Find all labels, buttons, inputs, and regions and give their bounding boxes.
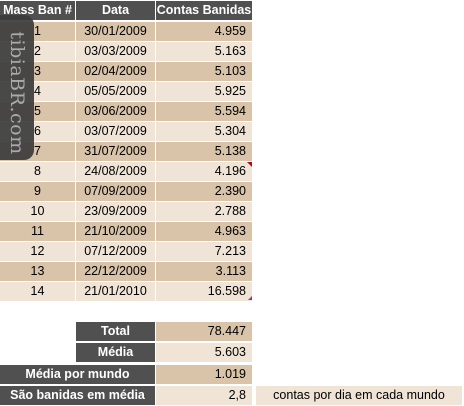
tibiabr-watermark: tibiaBR.com <box>0 15 34 160</box>
table-row: 1 30/01/2009 4.959 <box>0 22 252 41</box>
cell-date[interactable]: 02/04/2009 <box>76 62 155 81</box>
table-row: 9 07/09/2009 2.390 <box>0 182 252 201</box>
cell-contas-banidas[interactable]: 7.213 <box>156 242 252 261</box>
cell-contas-banidas[interactable]: 4.196 <box>156 162 252 181</box>
comment-indicator-icon[interactable] <box>247 162 252 167</box>
cell-mass-ban-number[interactable]: 12 <box>0 242 75 261</box>
cell-date[interactable]: 07/12/2009 <box>76 242 155 261</box>
cell-date[interactable]: 07/09/2009 <box>76 182 155 201</box>
cell-date[interactable]: 23/09/2009 <box>76 202 155 221</box>
header-contas-banidas[interactable]: Contas Banidas <box>156 1 252 20</box>
table-row: 2 03/03/2009 5.163 <box>0 42 252 61</box>
banidas-label[interactable]: São banidas em média <box>0 386 155 405</box>
cell-date[interactable]: 31/07/2009 <box>76 142 155 161</box>
cell-mass-ban-number[interactable]: 9 <box>0 182 75 201</box>
banidas-note[interactable]: contas por dia em cada mundo <box>256 386 462 405</box>
cell-contas-banidas[interactable]: 4.959 <box>156 22 252 41</box>
cell-contas-banidas[interactable]: 2.390 <box>156 182 252 201</box>
cell-contas-banidas[interactable]: 4.963 <box>156 222 252 241</box>
cell-mass-ban-number[interactable]: 13 <box>0 262 75 281</box>
cell-contas-banidas[interactable]: 5.594 <box>156 102 252 121</box>
table-row: 7 31/07/2009 5.138 <box>0 142 252 161</box>
table-row: 6 03/07/2009 5.304 <box>0 122 252 141</box>
cell-contas-banidas[interactable]: 5.925 <box>156 82 252 101</box>
table-row: 10 23/09/2009 2.788 <box>0 202 252 221</box>
cell-mass-ban-number[interactable]: 8 <box>0 162 75 181</box>
banidas-value[interactable]: 2,8 <box>156 386 252 405</box>
cell-date[interactable]: 30/01/2009 <box>76 22 155 41</box>
cell-date[interactable]: 21/01/2010 <box>76 282 155 301</box>
total-value[interactable]: 78.447 <box>156 322 252 341</box>
cell-contas-banidas[interactable]: 5.163 <box>156 42 252 61</box>
cell-contas-banidas[interactable]: 2.788 <box>156 202 252 221</box>
table-row: 13 22/12/2009 3.113 <box>0 262 252 281</box>
cell-mass-ban-number[interactable]: 10 <box>0 202 75 221</box>
table-row: 5 03/06/2009 5.594 <box>0 102 252 121</box>
media-por-mundo-value[interactable]: 1.019 <box>156 365 252 384</box>
table-row: 3 02/04/2009 5.103 <box>0 62 252 81</box>
media-por-mundo-label[interactable]: Média por mundo <box>0 365 155 384</box>
cell-contas-banidas[interactable]: 5.304 <box>156 122 252 141</box>
cell-mass-ban-number[interactable]: 11 <box>0 222 75 241</box>
cell-contas-banidas[interactable]: 3.113 <box>156 262 252 281</box>
table-row: 4 05/05/2009 5.925 <box>0 82 252 101</box>
total-label[interactable]: Total <box>76 322 155 341</box>
table-row: 11 21/10/2009 4.963 <box>0 222 252 241</box>
cell-contas-banidas[interactable]: 5.138 <box>156 142 252 161</box>
cell-mass-ban-number[interactable]: 14 <box>0 282 75 301</box>
cell-date[interactable]: 24/08/2009 <box>76 162 155 181</box>
cell-date[interactable]: 21/10/2009 <box>76 222 155 241</box>
cell-contas-banidas[interactable]: 5.103 <box>156 62 252 81</box>
cell-contas-banidas[interactable]: 16.598 <box>156 282 252 301</box>
cell-date[interactable]: 05/05/2009 <box>76 82 155 101</box>
media-label[interactable]: Média <box>76 343 155 362</box>
cell-date[interactable]: 03/07/2009 <box>76 122 155 141</box>
table-row: 14 21/01/2010 16.598 <box>0 282 252 301</box>
cell-date[interactable]: 03/06/2009 <box>76 102 155 121</box>
media-value[interactable]: 5.603 <box>156 343 252 362</box>
cell-date[interactable]: 22/12/2009 <box>76 262 155 281</box>
header-data[interactable]: Data <box>76 1 155 20</box>
table-row: 8 24/08/2009 4.196 <box>0 162 252 181</box>
header-row: Mass Ban # Data Contas Banidas <box>0 1 252 20</box>
table-row: 12 07/12/2009 7.213 <box>0 242 252 261</box>
cell-date[interactable]: 03/03/2009 <box>76 42 155 61</box>
cell-marker-icon <box>248 296 252 300</box>
watermark-text: tibiaBR.com <box>6 31 28 155</box>
